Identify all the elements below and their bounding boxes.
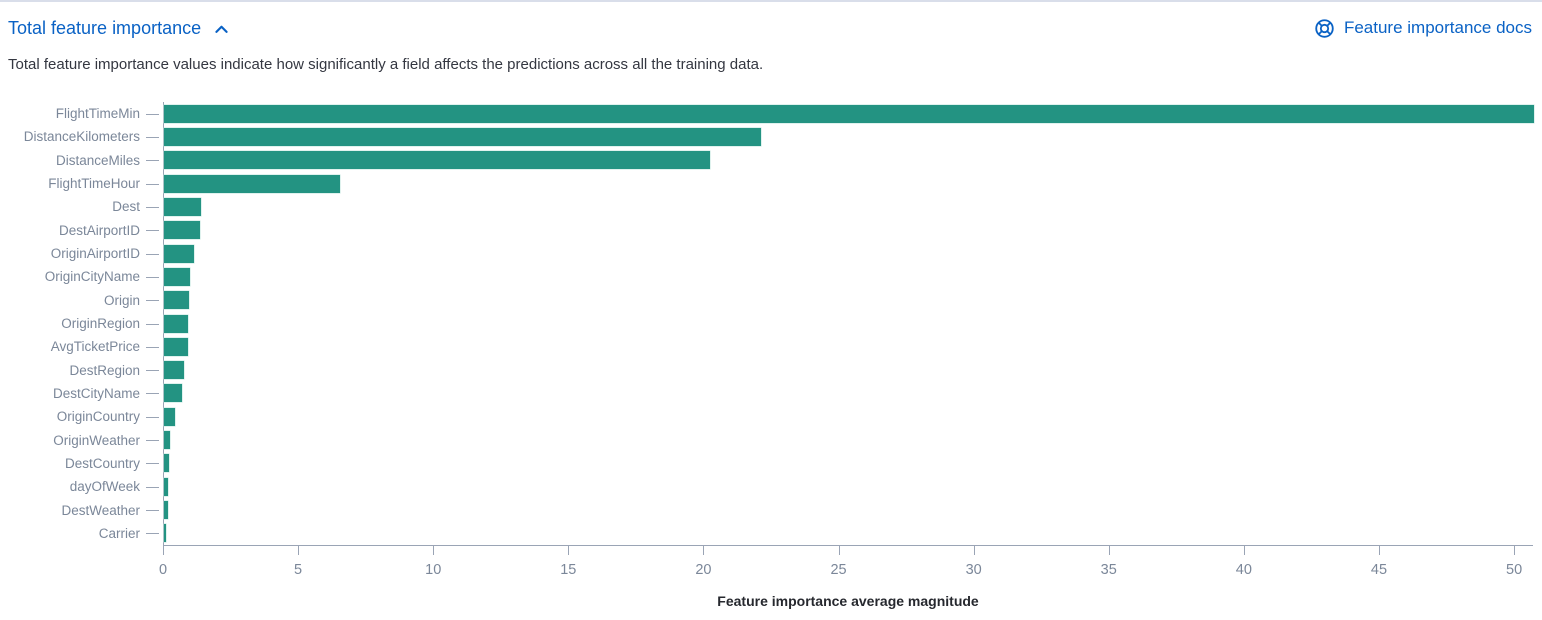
y-axis-tick [146,277,159,278]
x-axis-tick-label: 25 [830,562,847,578]
x-axis-tick-label: 45 [1370,562,1388,578]
bar [164,361,185,380]
y-axis-tick [146,324,159,325]
y-axis-tick [146,300,159,301]
x-axis-tick [163,545,164,555]
y-axis-tick [146,393,159,394]
x-axis-tick-label: 40 [1235,562,1252,578]
x-axis-title: Feature importance average magnitude [717,593,979,609]
x-axis-tick [1243,545,1245,555]
y-axis-label: OriginRegion [61,316,140,331]
bar [164,221,200,240]
bar [164,267,190,286]
x-axis-tick [703,545,705,555]
total-feature-importance-accordion-toggle[interactable]: Total feature importance [8,16,230,40]
x-axis-tick [1514,545,1516,555]
x-axis-tick-label: 30 [965,562,982,578]
y-axis-label: dayOfWeek [69,479,140,495]
chevron-up-icon[interactable] [213,21,230,38]
bar [164,127,762,146]
y-axis-tick [146,137,159,138]
y-axis-label: DestWeather [61,502,140,518]
feature-importance-docs-link[interactable]: Feature importance docs [1314,16,1532,40]
x-axis-tick [973,545,975,555]
bar [164,151,710,170]
x-axis-tick-label: 50 [1506,562,1523,578]
bar [164,407,176,426]
x-axis-tick [1108,545,1110,555]
bar [164,454,169,473]
x-axis-tick [433,545,435,555]
x-axis-tick [1378,545,1380,555]
section-title: Total feature importance [8,18,202,38]
y-axis-tick [146,230,159,231]
bar [164,174,340,193]
y-axis-line [163,102,164,545]
bar [164,477,169,496]
y-axis-tick [146,533,159,534]
docs-link-label: Feature importance docs [1343,18,1532,37]
x-axis-tick-label: 15 [560,562,577,578]
y-axis-label: DestCityName [52,385,140,401]
x-axis-tick-label: 35 [1100,562,1117,578]
y-axis-tick [146,160,159,161]
y-axis-label: OriginCountry [56,409,140,425]
bar [164,524,166,543]
y-axis-label: OriginAirportID [50,246,140,262]
y-axis-label: Carrier [98,525,140,541]
y-axis-label: DestCountry [64,455,140,471]
bar [164,501,168,520]
bar [164,384,183,403]
y-axis-label: FlightTimeMin [55,106,140,122]
y-axis-tick [146,184,159,185]
bar [164,291,190,310]
x-axis-tick-label: 10 [425,562,442,578]
bar [164,244,194,263]
y-axis-tick [146,347,159,348]
bar [164,197,202,216]
bar [164,104,1534,123]
x-axis-tick-label: 0 [158,562,168,578]
bar [164,337,188,356]
bar [164,431,170,450]
x-axis-tick-label: 5 [294,562,303,578]
panel-header: Total feature importance Feature importa… [8,14,1532,42]
panel-description: Total feature importance values indicate… [8,56,764,73]
y-axis-tick [146,254,159,255]
x-axis-line [163,545,1533,546]
bar [164,314,189,333]
x-axis-tick [568,545,570,555]
y-axis-label: DistanceKilometers [23,129,140,145]
y-axis-label: OriginWeather [53,432,140,448]
y-axis-label: DestRegion [69,362,140,378]
y-axis-tick [146,440,159,441]
y-axis-tick [146,370,159,371]
y-axis-tick [146,510,159,511]
y-axis-label: AvgTicketPrice [50,339,140,355]
help-life-ring-icon [1314,18,1335,39]
y-axis-label: DestAirportID [58,222,140,238]
y-axis-tick [146,417,159,418]
y-axis-label: FlightTimeHour [48,176,140,192]
y-axis-tick [146,487,159,488]
x-axis-tick [298,545,300,555]
x-axis-tick [838,545,840,555]
y-axis-tick [146,463,159,464]
y-axis-label: Dest [112,199,140,215]
y-axis-label: DistanceMiles [55,152,140,168]
y-axis-tick [146,114,159,115]
y-axis-label: Origin [103,292,140,308]
y-axis-label: OriginCityName [44,269,140,285]
x-axis-tick-label: 20 [695,562,712,578]
y-axis-tick [146,207,159,208]
